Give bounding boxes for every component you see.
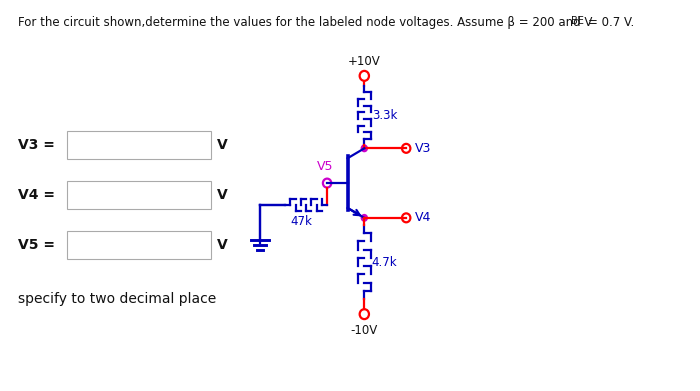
Text: V: V (217, 188, 228, 202)
Text: V3 =: V3 = (18, 138, 55, 152)
Text: -10V: -10V (351, 324, 378, 337)
Text: +10V: +10V (348, 55, 381, 68)
Text: specify to two decimal place: specify to two decimal place (18, 292, 216, 306)
Text: = 0.7 V.: = 0.7 V. (587, 16, 634, 29)
Text: V4 =: V4 = (18, 188, 55, 202)
Text: 4.7k: 4.7k (372, 256, 398, 269)
Bar (66, 131, 211, 159)
Text: V: V (217, 138, 228, 152)
Circle shape (360, 214, 368, 222)
Text: V5: V5 (317, 160, 333, 173)
Text: For the circuit shown,determine the values for the labeled node voltages. Assume: For the circuit shown,determine the valu… (18, 16, 592, 29)
Text: 47k: 47k (290, 215, 312, 228)
Bar (66, 181, 211, 209)
Text: BE: BE (571, 16, 584, 26)
Text: V5 =: V5 = (18, 238, 55, 252)
Text: V3: V3 (414, 142, 431, 155)
Text: V4: V4 (414, 212, 431, 224)
Bar (66, 231, 211, 258)
Text: V: V (217, 238, 228, 252)
Text: 3.3k: 3.3k (372, 109, 397, 122)
Circle shape (360, 144, 368, 152)
